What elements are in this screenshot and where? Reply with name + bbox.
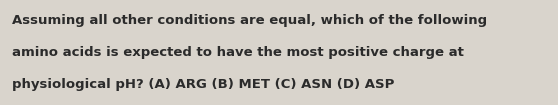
Text: physiological pH? (A) ARG (B) MET (C) ASN (D) ASP: physiological pH? (A) ARG (B) MET (C) AS… xyxy=(12,78,395,91)
Text: amino acids is expected to have the most positive charge at: amino acids is expected to have the most… xyxy=(12,46,464,59)
Text: Assuming all other conditions are equal, which of the following: Assuming all other conditions are equal,… xyxy=(12,14,487,27)
